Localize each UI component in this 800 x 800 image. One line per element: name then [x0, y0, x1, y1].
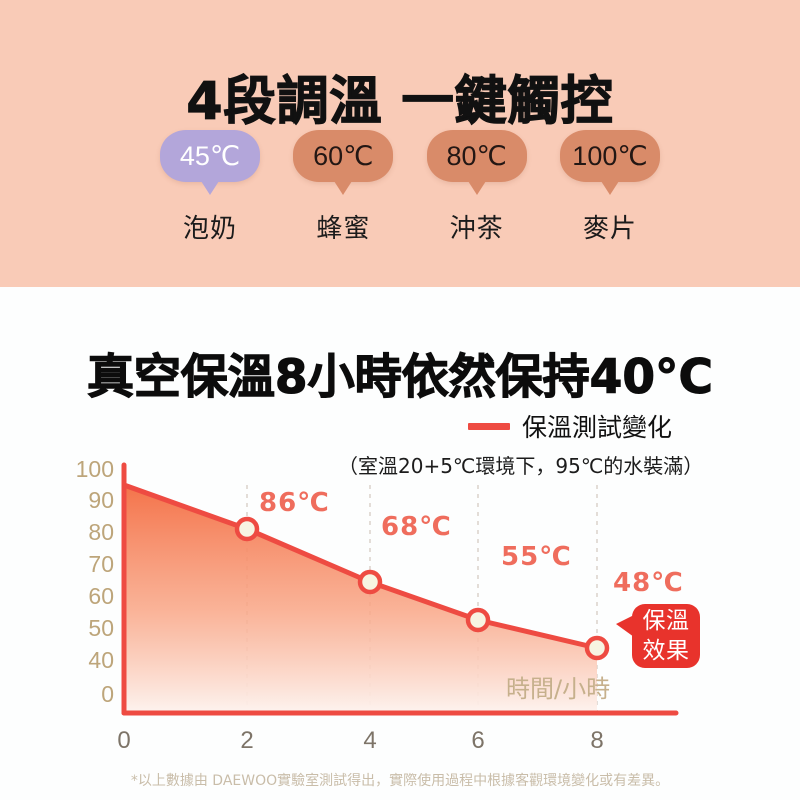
temperature-preset-60[interactable]: 60℃ 蜂蜜 [283, 130, 403, 260]
hero-section: 4段調溫 一鍵觸控 45℃ 泡奶 60℃ 蜂蜜 80℃ 沖茶 100℃ 麥片 [0, 0, 800, 287]
y-tick: 90 [88, 487, 114, 513]
data-point-8h [584, 635, 610, 661]
x-tick: 0 [117, 727, 131, 754]
preset-caption: 泡奶 [182, 214, 237, 244]
area-fill [124, 485, 597, 711]
point-label-8h: 48℃ [613, 568, 684, 598]
y-tick: 100 [75, 456, 114, 482]
x-axis-caption: 時間/小時 [506, 675, 611, 703]
temperature-bubble[interactable]: 60℃ [293, 130, 394, 195]
chart-legend: 保溫測試變化 [468, 408, 672, 444]
temperature-preset-80[interactable]: 80℃ 沖茶 [417, 130, 537, 260]
data-point-markers [234, 516, 610, 661]
temperature-bubble[interactable]: 80℃ [426, 130, 527, 195]
chart-condition-note: （室溫20+5℃環境下，95℃的水裝滿） [338, 454, 704, 478]
preset-caption: 蜂蜜 [316, 214, 371, 244]
preset-caption: 麥片 [582, 214, 637, 244]
x-tick: 8 [590, 727, 604, 754]
data-point-4h [357, 569, 383, 595]
section-title: 真空保溫8小時依然保持40°C [86, 349, 714, 405]
temperature-bubble[interactable]: 45℃ [160, 130, 260, 195]
retention-effect-badge: 保溫 效果 [616, 604, 700, 668]
x-tick: 4 [363, 727, 377, 754]
data-point-6h [465, 607, 491, 633]
temperature-value: 45℃ [179, 140, 241, 171]
temperature-value: 60℃ [313, 140, 374, 171]
hero-title: 4段調溫 一鍵觸控 [186, 71, 614, 132]
y-tick: 0 [101, 681, 114, 707]
chart-canvas [121, 462, 679, 716]
footnote-disclaimer: *以上數據由 DAEWOO實驗室測試得出，實際使用過程中根據客觀環境變化或有差異… [130, 773, 670, 789]
temperature-retention-chart: 100 90 80 70 60 50 40 0 0 2 4 6 8 86℃ 68… [0, 287, 800, 800]
data-point-2h [234, 516, 260, 542]
x-tick: 6 [471, 727, 485, 754]
temperature-preset-45[interactable]: 45℃ 泡奶 [150, 130, 270, 260]
temperature-value: 100℃ [572, 140, 648, 171]
point-label-4h: 68℃ [381, 512, 452, 542]
temperature-preset-100[interactable]: 100℃ 麥片 [550, 130, 670, 260]
temperature-preset-row: 45℃ 泡奶 60℃ 蜂蜜 80℃ 沖茶 100℃ 麥片 [150, 130, 670, 260]
y-tick: 80 [88, 519, 114, 545]
point-label-2h: 86℃ [259, 488, 330, 518]
x-tick: 2 [240, 727, 254, 754]
temperature-value: 80℃ [446, 140, 507, 171]
callout-line-1: 保溫 [642, 608, 690, 634]
y-tick: 40 [88, 647, 114, 673]
temperature-bubble[interactable]: 100℃ [559, 130, 660, 195]
callout-line-2: 效果 [642, 638, 690, 664]
point-label-6h: 55℃ [501, 542, 572, 572]
y-tick: 60 [88, 583, 114, 609]
y-tick: 70 [88, 551, 114, 577]
chart-section: 真空保溫8小時依然保持40°C 保溫測試變化 （室溫20+5℃環境下，95℃的水… [0, 287, 800, 800]
preset-caption: 沖茶 [449, 214, 504, 244]
legend-line-swatch [468, 422, 510, 430]
legend-label: 保溫測試變化 [522, 413, 673, 442]
y-tick: 50 [88, 615, 114, 641]
